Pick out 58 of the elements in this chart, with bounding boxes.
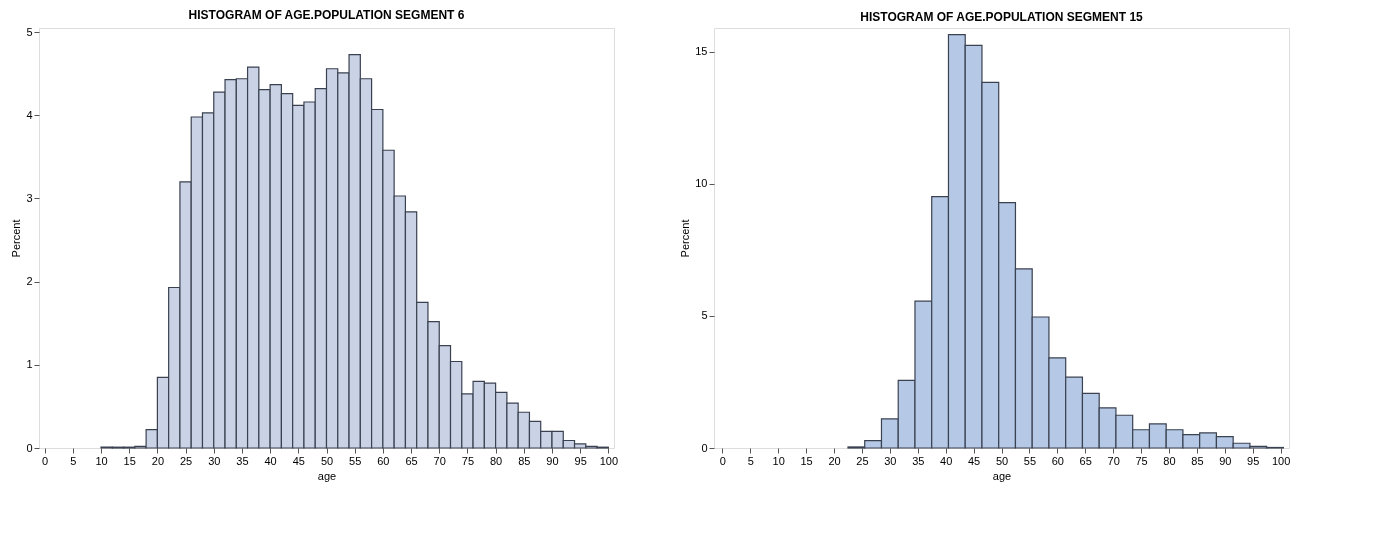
y-tick-label: 5 xyxy=(26,25,33,38)
x-tick-label: 50 xyxy=(995,454,1009,467)
x-tick-label: 10 xyxy=(95,454,108,467)
x-tick-label: 0 xyxy=(42,454,49,467)
y-tick-label: 0 xyxy=(701,441,708,454)
chart-title: HISTOGRAM OF AGE.POPULATION SEGMENT 15 xyxy=(860,10,1144,24)
y-axis-title: Percent xyxy=(679,219,692,258)
x-tick-label: 0 xyxy=(719,454,726,467)
x-tick-label: 65 xyxy=(1079,454,1092,467)
x-tick-label: 95 xyxy=(1247,454,1260,467)
x-tick-label: 30 xyxy=(884,454,897,467)
x-tick-label: 15 xyxy=(800,454,813,467)
x-tick-label: 80 xyxy=(1163,454,1176,467)
x-tick-label: 55 xyxy=(1023,454,1037,467)
x-tick-label: 85 xyxy=(518,454,531,467)
x-tick-label: 100 xyxy=(1271,454,1291,467)
y-tick-label: 0 xyxy=(26,441,33,454)
x-tick-label: 25 xyxy=(179,454,193,467)
x-tick-label: 90 xyxy=(546,454,559,467)
x-tick-label: 90 xyxy=(1219,454,1232,467)
x-tick-label: 45 xyxy=(967,454,981,467)
x-tick-label: 65 xyxy=(405,454,418,467)
x-tick-label: 10 xyxy=(772,454,785,467)
x-tick-label: 70 xyxy=(433,454,446,467)
y-tick-label: 3 xyxy=(26,192,33,204)
x-tick-label: 45 xyxy=(292,454,305,467)
x-tick-label: 5 xyxy=(70,454,77,467)
x-tick-label: 5 xyxy=(747,454,754,467)
y-tick-label: 15 xyxy=(695,45,708,58)
x-tick-label: 75 xyxy=(461,454,475,467)
y-tick-label: 4 xyxy=(26,108,33,121)
y-tick-label: 5 xyxy=(701,309,708,322)
chart-title: HISTOGRAM OF AGE.POPULATION SEGMENT 6 xyxy=(188,8,465,23)
x-tick-label: 60 xyxy=(377,454,390,467)
x-tick-label: 50 xyxy=(320,454,334,467)
x-tick-label: 80 xyxy=(489,454,503,467)
x-tick-label: 15 xyxy=(123,454,136,467)
x-tick-label: 70 xyxy=(1107,454,1120,467)
y-tick-label: 10 xyxy=(695,177,708,190)
x-tick-label: 35 xyxy=(912,454,925,467)
y-tick-label: 1 xyxy=(26,358,33,371)
x-tick-label: 25 xyxy=(856,454,869,467)
y-axis-title: Percent xyxy=(10,219,23,258)
x-tick-label: 75 xyxy=(1135,454,1148,467)
y-tick-label: 2 xyxy=(26,275,33,288)
x-tick-label: 100 xyxy=(599,454,619,467)
x-tick-label: 30 xyxy=(208,454,221,467)
x-tick-label: 55 xyxy=(349,454,362,467)
x-tick-label: 20 xyxy=(151,454,165,467)
x-tick-label: 60 xyxy=(1051,454,1064,467)
x-tick-label: 40 xyxy=(264,454,277,467)
x-tick-label: 95 xyxy=(574,454,587,467)
x-axis-title: age xyxy=(317,469,337,482)
x-tick-label: 40 xyxy=(940,454,953,467)
x-tick-label: 35 xyxy=(236,454,249,467)
x-axis-title: age xyxy=(992,469,1012,482)
x-tick-label: 85 xyxy=(1191,454,1204,467)
x-tick-label: 20 xyxy=(828,454,841,467)
